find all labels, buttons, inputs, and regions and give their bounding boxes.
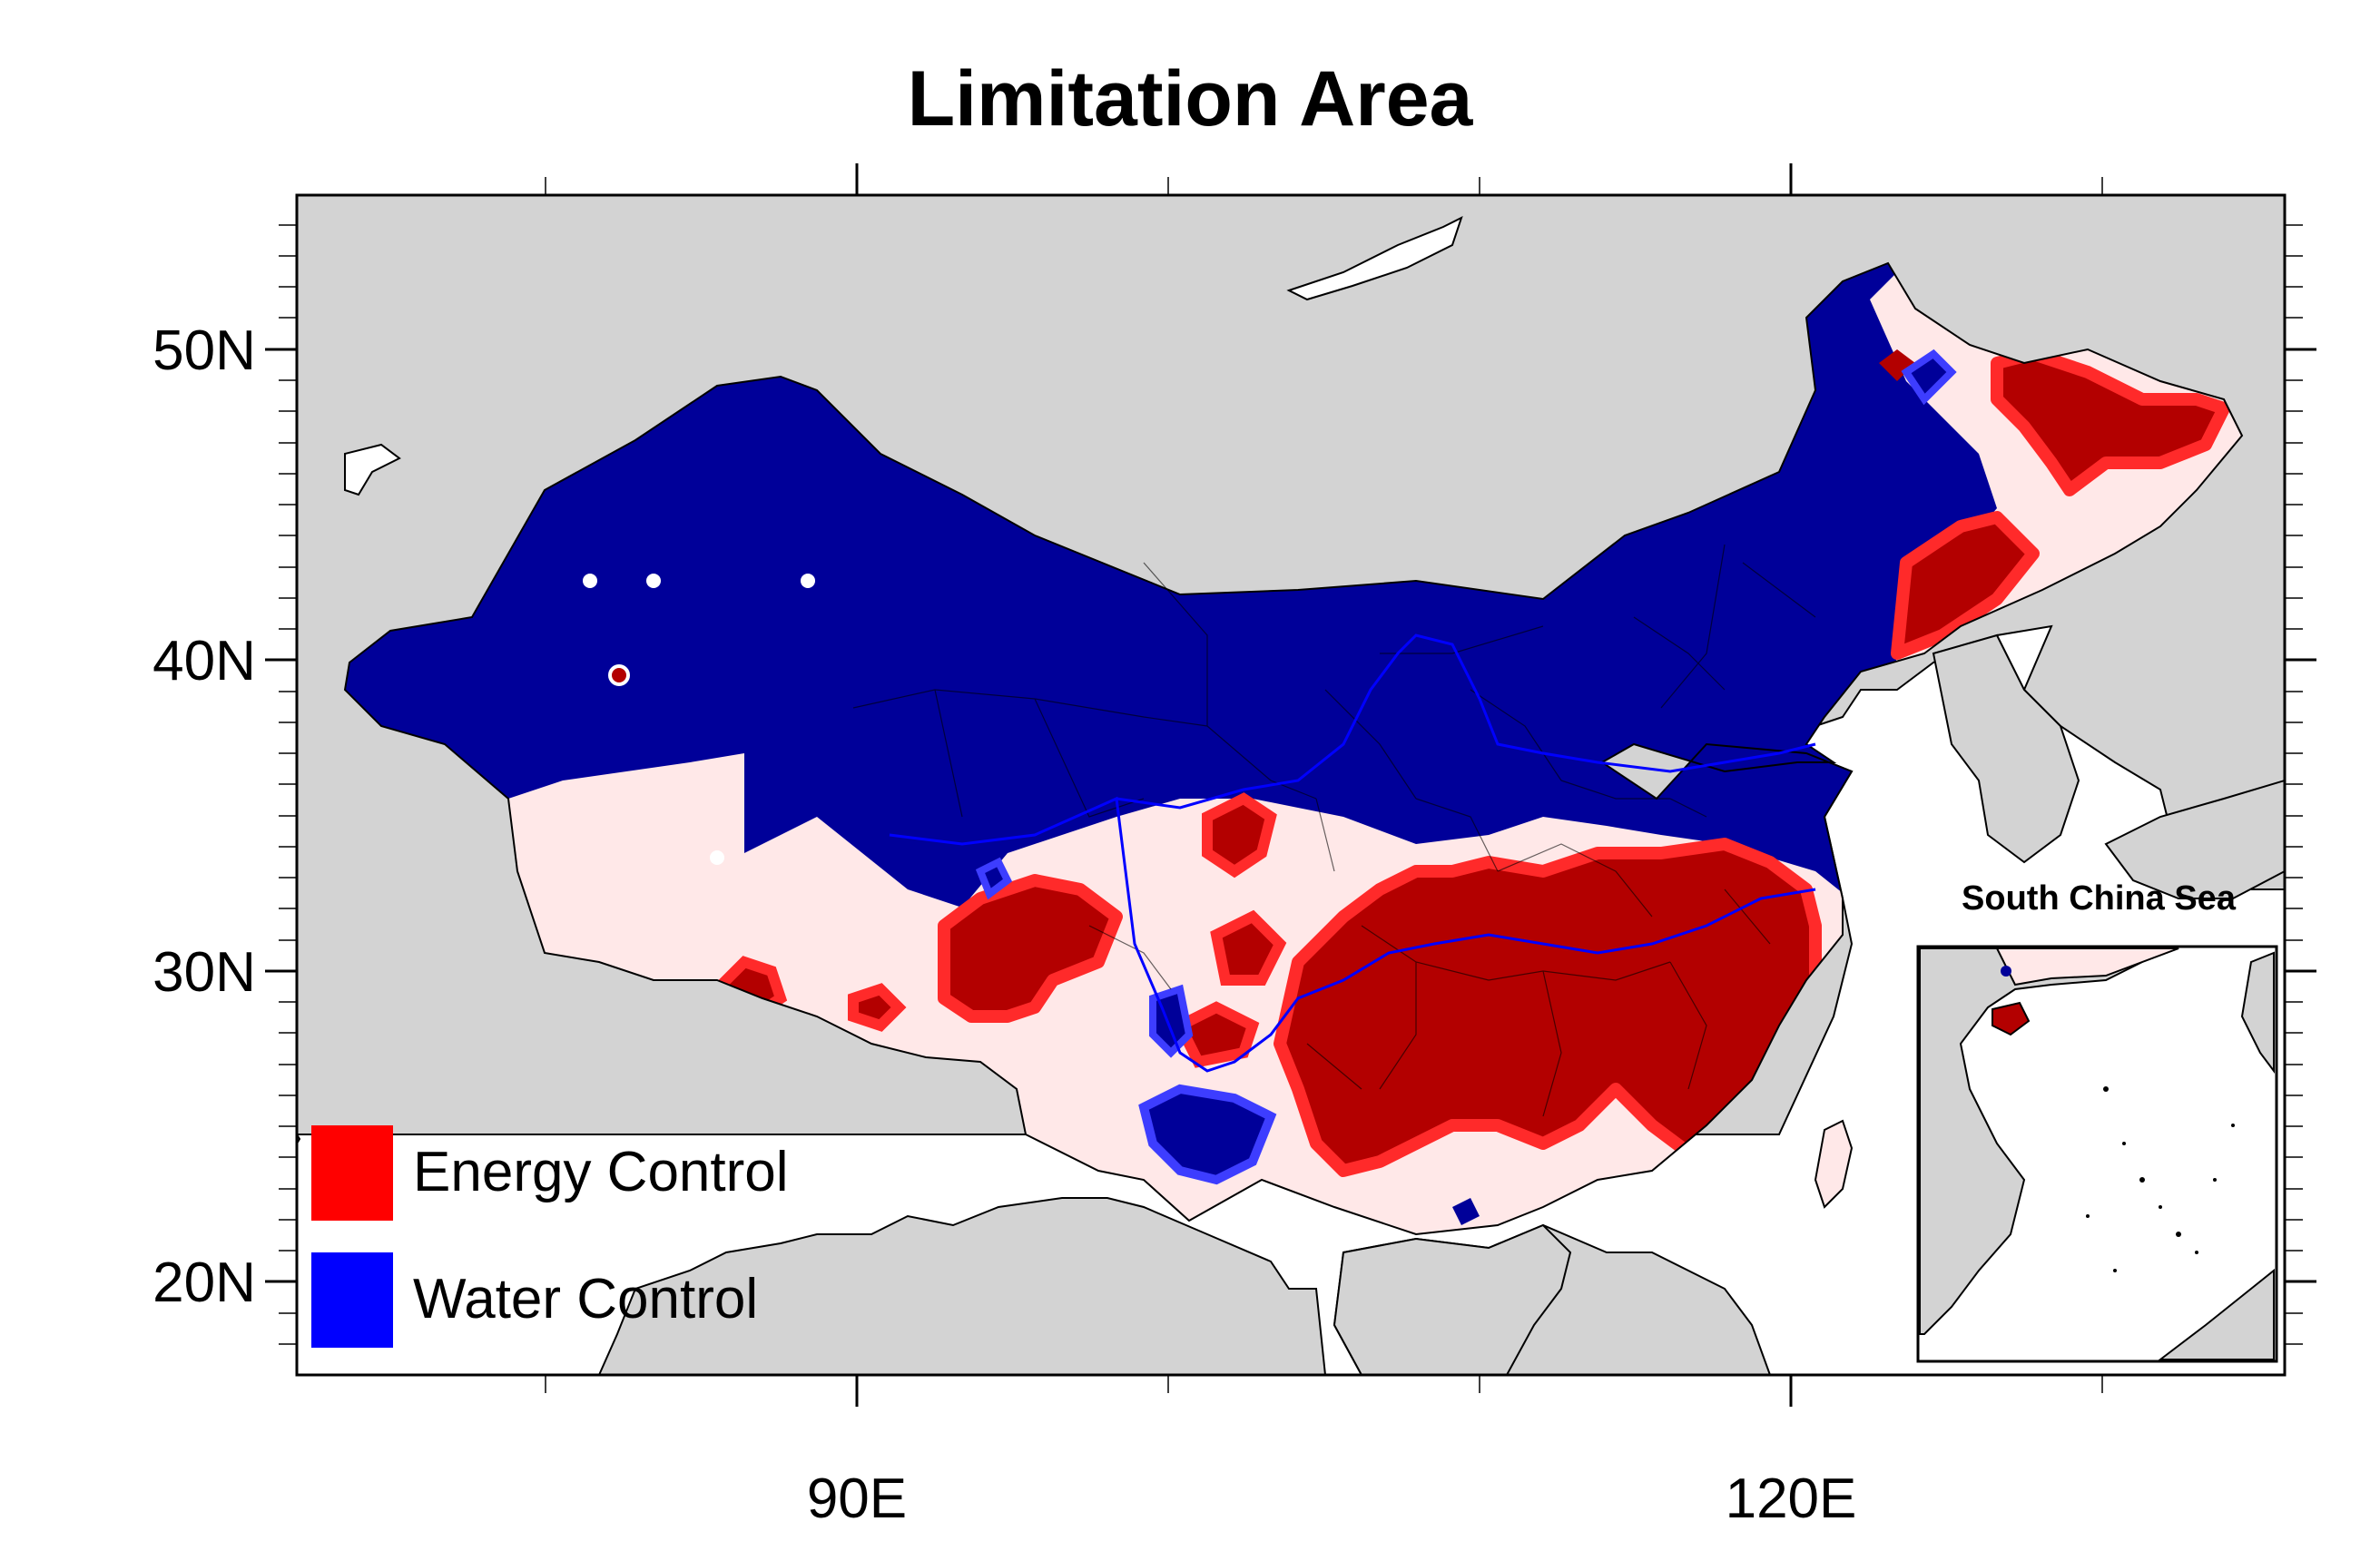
water-spot-yunnan — [1138, 1084, 1277, 1185]
legend-swatch-energy — [311, 1125, 393, 1221]
axis-ticks — [265, 163, 2316, 1407]
energy-region-yunnan — [1172, 1001, 1260, 1068]
inset-borneo — [2158, 1268, 2275, 1360]
taiwan-island — [1814, 1119, 1854, 1209]
lat-label-30n: 30N — [152, 941, 256, 1004]
yellow-river — [1116, 633, 1816, 810]
lat-label-40n: 40N — [152, 630, 256, 692]
legend-swatch-water — [311, 1252, 393, 1348]
inset-china-coast — [1995, 947, 2179, 987]
inset-reefs — [2086, 1086, 2235, 1272]
white-spot-4 — [710, 850, 724, 865]
south-china-sea-inset: South China Sea — [1916, 879, 2278, 1363]
china-outline — [343, 261, 2244, 1236]
energy-region-central-a — [1202, 792, 1277, 879]
white-spot-1 — [583, 574, 597, 588]
energy-region-tibet-south — [848, 983, 907, 1032]
china-borders — [343, 261, 2244, 1236]
legend-label-water: Water Control — [413, 1268, 758, 1330]
inset-water-spot — [2001, 966, 2011, 977]
water-spot-heilongjiang — [1901, 348, 1957, 406]
inset-label: South China Sea — [1962, 879, 2237, 918]
lake-baikal — [1286, 216, 1463, 301]
water-spot-tibet — [975, 857, 1013, 900]
energy-region-sichuan — [938, 874, 1123, 1023]
korean-peninsula — [1932, 633, 2080, 864]
energy-region-northeast — [1991, 348, 2230, 496]
japan-islands — [2104, 779, 2285, 899]
yangtze-river — [889, 796, 1816, 1073]
lat-label-50n: 50N — [152, 319, 256, 382]
inset-philippines — [2240, 951, 2275, 1074]
lat-label-20n: 20N — [152, 1252, 256, 1314]
lon-label-90e: 90E — [807, 1468, 907, 1530]
energy-region-liaoning — [1891, 511, 2040, 660]
energy-spot-jilin — [1879, 349, 1915, 381]
caspian-sea — [344, 443, 401, 496]
lon-label-120e: 120E — [1726, 1468, 1857, 1530]
legend: Energy Control Water Control — [311, 1125, 789, 1348]
indochina-coast — [1333, 1223, 1572, 1375]
plot-frame — [295, 193, 2287, 1377]
energy-region-central-b — [1210, 909, 1287, 986]
map-title: Limitation Area — [907, 55, 1473, 142]
energy-spot-xinjiang — [608, 664, 630, 686]
province-lines — [852, 544, 1816, 1117]
inset-hainan — [1992, 1001, 2031, 1036]
legend-label-energy: Energy Control — [413, 1141, 789, 1203]
white-spot-2 — [646, 574, 661, 588]
white-spot-3 — [801, 574, 815, 588]
water-spot-hainan — [1452, 1198, 1480, 1225]
inset-land — [1919, 947, 2179, 1335]
